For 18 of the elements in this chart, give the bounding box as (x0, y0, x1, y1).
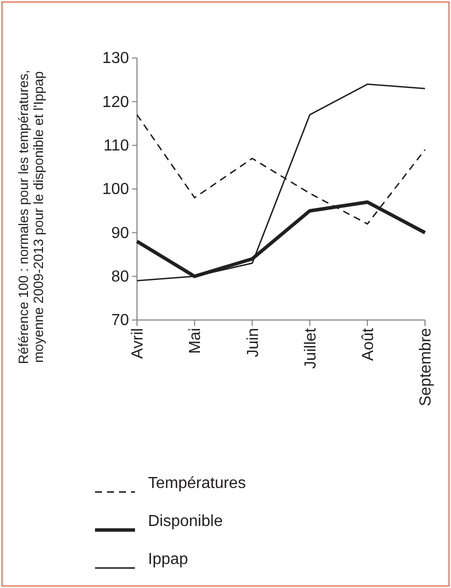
legend-label: Disponible (148, 513, 223, 530)
line-series (136, 84, 426, 282)
y-tick-label: 100 (102, 181, 130, 198)
y-tick-label: 80 (111, 268, 130, 286)
legend-label: Températures (148, 475, 246, 492)
y-tick-label: 90 (111, 224, 130, 242)
x-tick-label: Avril (130, 328, 147, 359)
y-tick-label: 110 (103, 137, 130, 154)
y-tick-label: 70 (111, 312, 130, 330)
x-tick-label: Mai (187, 328, 204, 354)
y-axis-title: Référence 100 : normales pour les températures, moyenne 2009-2013 pour le disponible et l'Ippap (16, 70, 46, 364)
y-tick-label: 130 (102, 50, 130, 68)
legend-label: Ippap (148, 551, 188, 568)
y-tick-label: 120 (102, 94, 130, 111)
x-tick-label: Août (360, 327, 377, 361)
x-tick-label: Juin (244, 328, 262, 358)
x-tick-label: Septembre (418, 328, 435, 406)
x-tick-label: Juillet (302, 327, 320, 369)
